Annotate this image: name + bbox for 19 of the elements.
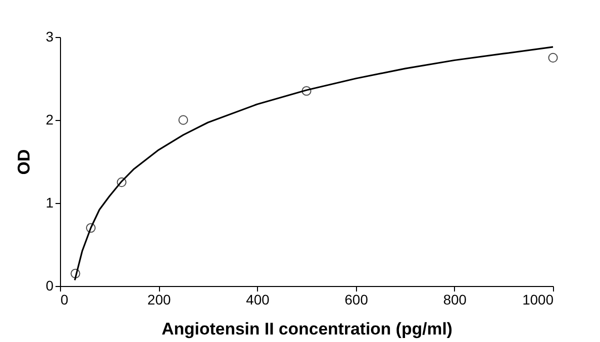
x-axis-title: Angiotensin II concentration (pg/ml) xyxy=(162,320,452,338)
x-tick-label: 0 xyxy=(60,292,68,308)
x-tick-label: 600 xyxy=(344,292,368,308)
point xyxy=(548,52,558,63)
line-series xyxy=(74,46,554,281)
x-tick-label: 200 xyxy=(147,292,171,308)
point xyxy=(116,177,126,188)
point xyxy=(86,223,96,233)
point xyxy=(302,86,312,96)
point xyxy=(178,115,188,125)
y-tick-label: 3 xyxy=(46,28,54,44)
x-tick-label: 1000 xyxy=(522,292,554,308)
x-tick-label: 800 xyxy=(443,292,467,308)
y-tick-label: 2 xyxy=(46,112,54,128)
y-axis-title: OD xyxy=(14,149,34,175)
point xyxy=(70,268,80,278)
y-tick-label: 0 xyxy=(46,278,54,294)
x-tick-label: 400 xyxy=(246,292,270,308)
y-tick-label: 1 xyxy=(46,194,54,210)
